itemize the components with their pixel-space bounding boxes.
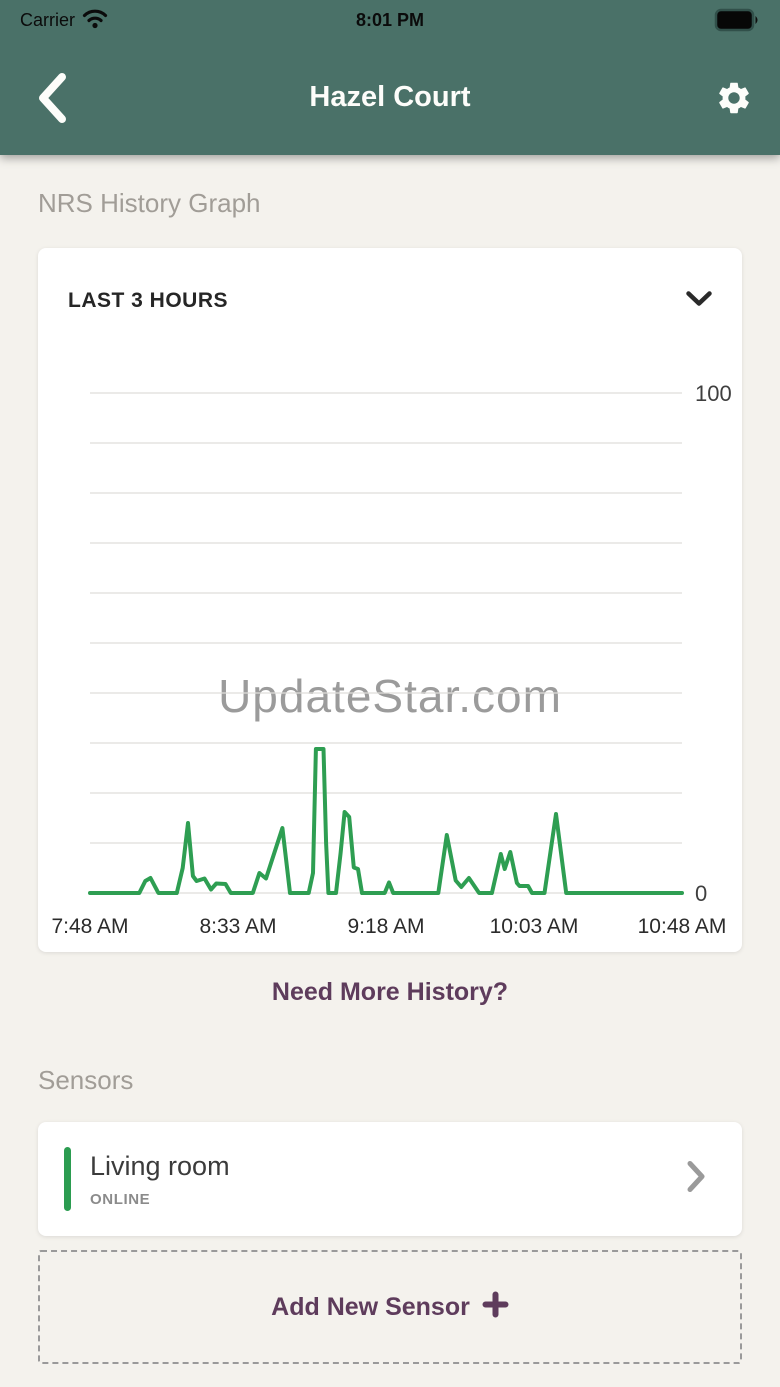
x-axis-label: 10:03 AM <box>490 915 579 938</box>
status-bar: Carrier 8:01 PM <box>0 0 780 40</box>
plus-icon <box>482 1291 509 1323</box>
x-axis-label: 7:48 AM <box>51 915 128 938</box>
x-axis-label: 8:33 AM <box>199 915 276 938</box>
sensor-status-badge: ONLINE <box>90 1190 151 1208</box>
history-section-label: NRS History Graph <box>38 188 261 218</box>
back-button[interactable] <box>36 70 72 126</box>
sensor-online-indicator <box>64 1147 71 1211</box>
range-selector[interactable]: LAST 3 HOURS <box>68 286 712 316</box>
wifi-icon <box>82 7 108 34</box>
range-selector-label: LAST 3 HOURS <box>68 289 229 312</box>
nrs-history-chart: 100 0 7:48 AM 8:33 AM 9:18 AM 10:03 AM 10:48 A… <box>51 381 732 938</box>
carrier-label: Carrier <box>20 9 76 30</box>
need-more-history-link[interactable]: Need More History? <box>271 978 509 1006</box>
sensor-row-living-room[interactable]: Living room ONLINE <box>38 1122 742 1236</box>
x-axis-label: 9:18 AM <box>347 915 424 938</box>
y-axis-label: 0 <box>695 881 707 906</box>
page-title: Hazel Court <box>309 81 471 113</box>
chevron-right-icon <box>686 1160 706 1199</box>
sensor-name: Living room <box>90 1150 230 1181</box>
chevron-down-icon <box>686 290 712 312</box>
chart-line-series <box>88 747 684 895</box>
y-axis-label: 100 <box>695 381 732 406</box>
add-new-sensor-button[interactable]: Add New Sensor <box>38 1250 742 1364</box>
battery-icon <box>714 8 760 32</box>
history-graph-card: LAST 3 HOURS UpdateStar.com 100 0 7:48 AM 8… <box>38 248 742 952</box>
x-axis-label: 10:48 AM <box>638 915 727 938</box>
status-time: 8:01 PM <box>355 9 425 30</box>
settings-button[interactable] <box>714 78 754 118</box>
gear-icon <box>719 82 749 113</box>
add-new-sensor-label: Add New Sensor <box>271 1292 470 1321</box>
app-header: Hazel Court <box>0 40 780 155</box>
sensors-section-label: Sensors <box>38 1065 134 1095</box>
